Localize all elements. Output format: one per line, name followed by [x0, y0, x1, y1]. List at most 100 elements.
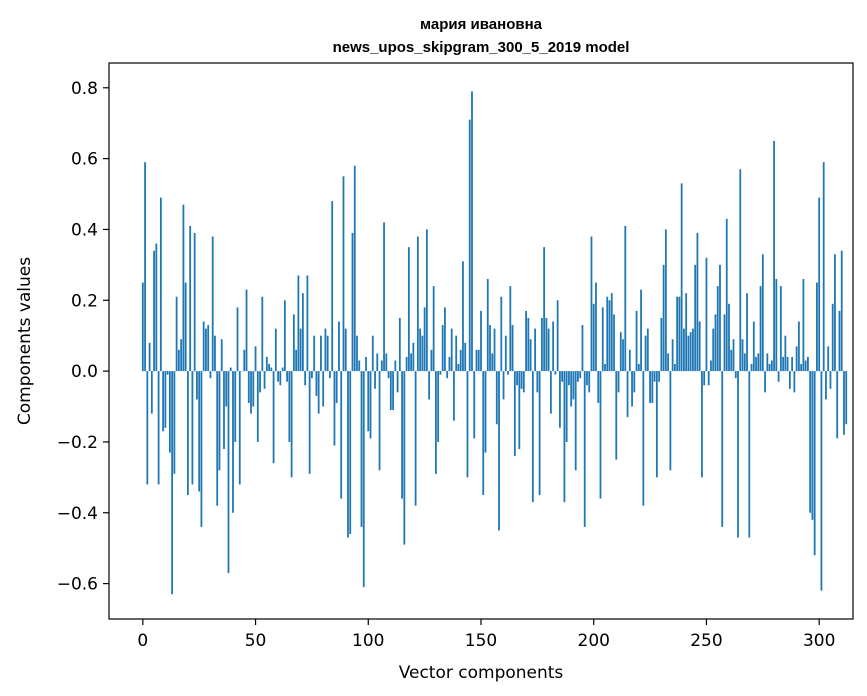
bar-80 [322, 371, 325, 407]
bar-31 [211, 236, 214, 372]
bar-96 [358, 360, 361, 372]
bar-296 [809, 371, 812, 513]
bar-150 [480, 310, 482, 372]
y-axis-ticks: −0.6 −0.4 −0.2 0.0 0.2 0.4 0.6 0.8 [57, 79, 109, 595]
bar-199 [590, 236, 593, 372]
bar-273 [757, 353, 760, 372]
bar-90 [344, 328, 347, 372]
bar-197 [586, 371, 588, 386]
bar-73 [306, 275, 309, 372]
bar-225 [649, 371, 651, 403]
bar-64 [286, 371, 289, 382]
bar-278 [768, 364, 771, 372]
bar-77 [315, 371, 318, 396]
bar-310 [840, 250, 843, 372]
bar-223 [644, 335, 647, 372]
bar-178 [543, 247, 546, 372]
bar-186 [561, 371, 564, 382]
bar-2 [146, 371, 149, 485]
bar-137 [450, 328, 453, 372]
bar-49 [252, 371, 255, 407]
bar-224 [646, 328, 649, 372]
bar-303 [825, 371, 827, 400]
bar-42 [236, 307, 239, 372]
bar-55 [265, 356, 268, 372]
bar-300 [818, 197, 821, 372]
bar-117 [405, 356, 408, 372]
bar-43 [238, 371, 241, 485]
bar-66 [290, 371, 293, 478]
bar-182 [552, 321, 555, 372]
bar-294 [804, 360, 807, 372]
bar-9 [162, 371, 165, 432]
bar-142 [462, 261, 464, 372]
bar-166 [516, 371, 518, 386]
y-tick-label: −0.4 [57, 504, 98, 524]
bar-33 [216, 371, 219, 506]
bar-255 [716, 286, 719, 372]
bar-35 [220, 339, 223, 372]
bar-22 [191, 371, 194, 485]
x-tick-label: 50 [245, 631, 267, 651]
bar-210 [615, 371, 618, 460]
bar-307 [834, 254, 836, 372]
bar-190 [570, 371, 573, 407]
bar-207 [608, 300, 611, 372]
bar-125 [423, 307, 426, 372]
bar-268 [746, 293, 748, 372]
bar-286 [786, 356, 789, 372]
bar-17 [180, 339, 183, 372]
bar-106 [380, 360, 383, 372]
bar-288 [791, 356, 794, 372]
bar-264 [737, 371, 739, 538]
bar-6 [155, 243, 158, 372]
bar-138 [453, 371, 455, 421]
y-axis-label: Components values [15, 257, 35, 425]
y-tick-label: −0.2 [57, 433, 98, 453]
bar-165 [513, 371, 516, 457]
bar-50 [254, 346, 257, 372]
bar-180 [547, 328, 550, 372]
bar-51 [256, 371, 259, 442]
bar-132 [439, 371, 442, 375]
bar-220 [637, 364, 640, 372]
bar-91 [347, 371, 349, 538]
bar-131 [437, 371, 440, 442]
y-tick-label: 0.6 [71, 150, 98, 170]
bar-47 [247, 371, 250, 403]
bar-101 [369, 371, 372, 439]
bar-212 [619, 332, 622, 372]
bar-275 [761, 254, 764, 372]
bar-99 [365, 356, 367, 372]
bar-260 [728, 303, 730, 372]
bar-116 [403, 371, 406, 545]
bar-287 [788, 371, 791, 389]
bar-54 [263, 371, 266, 389]
bar-222 [642, 371, 645, 506]
bar-37 [225, 371, 228, 407]
bar-156 [493, 328, 496, 372]
bar-95 [356, 335, 358, 372]
bar-86 [335, 371, 338, 403]
bar-63 [283, 300, 286, 372]
bar-36 [223, 371, 225, 450]
bar-56 [268, 364, 270, 372]
bar-79 [320, 335, 322, 372]
bar-299 [816, 282, 818, 372]
bar-67 [292, 314, 295, 372]
chart-title-line-2: news_upos_skipgram_300_5_2019 model [333, 39, 630, 56]
bar-170 [525, 310, 527, 372]
bar-126 [425, 229, 428, 372]
bar-12 [168, 371, 171, 453]
bar-130 [435, 371, 437, 474]
x-tick-label: 200 [578, 631, 610, 651]
bar-282 [777, 371, 780, 382]
bar-311 [843, 371, 845, 435]
bar-302 [822, 162, 825, 372]
bar-41 [234, 371, 237, 442]
bar-211 [617, 371, 620, 393]
bar-97 [360, 371, 363, 527]
bar-108 [385, 353, 388, 372]
bar-57 [270, 367, 273, 372]
bar-series [141, 91, 848, 595]
